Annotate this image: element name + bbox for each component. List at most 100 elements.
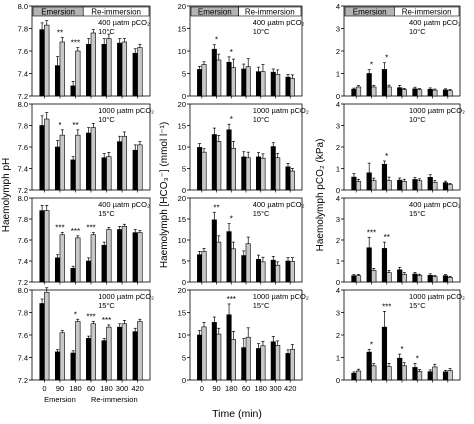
y-tick-label: 7.8 [18,122,28,131]
phase-label-reimmersion: Re-immersion [402,8,452,17]
bar [70,268,76,283]
y-tick-label: 0 [336,376,340,385]
bar [70,352,76,381]
bar [121,135,128,191]
temperature-label: 15°C [253,209,270,218]
bar [39,210,45,283]
significance-stars: * [58,121,61,130]
y-tick-label: 7.2 [18,376,28,385]
y-tick-label: 2 [336,143,340,152]
significance-stars: *** [227,295,236,304]
bar [351,372,357,381]
x-phase-label-emersion: Emersion [44,395,76,404]
bar [432,366,438,381]
bar [197,334,203,381]
bar [75,321,81,381]
y-tick-label: 2 [336,331,340,340]
bar [230,339,236,381]
significance-stars: *** [367,228,376,237]
y-tick-label: 0 [336,186,340,195]
y-tick-label: 7.8 [18,25,28,34]
bar [270,259,276,283]
bar [54,146,61,191]
bar [371,270,377,283]
significance-stars: *** [71,39,80,48]
y-axis-title: Haemolymph [HCO₃⁻] (mmol l⁻¹) [159,122,170,268]
bar [355,181,362,191]
bar [226,231,232,283]
bar [226,61,232,97]
bar [401,273,407,283]
temperature-label: 10°C [409,115,426,124]
bar [132,331,138,381]
y-axis-title: Haemolymph pH [1,158,12,232]
bar [416,180,423,191]
significance-stars: * [416,354,419,363]
temperature-label: 10°C [98,27,115,36]
bar [241,347,247,381]
bar [256,348,262,381]
y-tick-label: 4 [336,2,340,11]
bar [70,159,76,191]
bar [241,156,247,191]
y-tick-label: 7.2 [18,92,28,101]
bar [86,43,92,97]
x-tick-label: 0 [42,384,46,393]
y-tick-label: 7.4 [18,70,28,79]
bar [117,141,123,191]
bar [432,181,438,191]
y-tick-label: 15 [178,215,186,224]
x-tick-label: 420 [284,384,297,393]
bar [132,232,138,283]
bar [401,89,407,97]
y-tick-label: 10 [178,47,186,56]
bar [416,371,423,381]
bar [366,351,372,381]
significance-stars: * [370,340,373,349]
significance-stars: ** [384,233,390,242]
bar [270,146,276,191]
bar [106,38,112,97]
y-tick-label: 0 [182,376,186,385]
bar [75,134,81,191]
condition-label: 400 µatm pCO₂ [98,18,150,27]
bar [132,149,138,191]
condition-label: 1000 µatm pCO₂ [98,106,154,115]
bar [381,326,388,381]
y-tick-label: 5 [182,70,186,79]
y-tick-label: 20 [178,286,186,295]
significance-stars: *** [55,224,64,233]
y-tick-label: 8.0 [18,100,28,109]
bar [211,322,217,381]
y-tick-label: 7.6 [18,47,28,56]
bar [211,48,217,97]
significance-stars: * [230,115,233,124]
bar [275,264,281,283]
x-tick-label: 420 [131,384,144,393]
y-tick-label: 20 [178,2,186,11]
y-axis-title: Haemolymph pCO₂ (kPa) [315,139,326,252]
significance-stars: * [385,152,388,161]
phase-label-emersion: Emersion [41,8,75,17]
temperature-label: 15°C [409,301,426,310]
phase-bar-reimmersion [82,6,150,17]
bar [289,170,295,191]
condition-label: 400 µatm pCO₂ [253,18,305,27]
bar [412,179,418,191]
bar [226,314,232,381]
bar [397,179,403,191]
x-tick-label: 300 [116,384,129,393]
y-tick-label: 4 [336,286,340,295]
x-tick-label: 60 [87,384,95,393]
phase-bar-reimmersion [394,6,460,17]
bar [401,181,407,191]
y-tick-label: 7.2 [18,278,28,287]
bar [260,71,266,97]
bar [59,332,65,381]
significance-stars: * [370,61,373,70]
x-tick-label: 90 [212,384,220,393]
bar [447,277,453,283]
bar [275,345,281,381]
bar [442,275,449,283]
bar [137,144,143,191]
